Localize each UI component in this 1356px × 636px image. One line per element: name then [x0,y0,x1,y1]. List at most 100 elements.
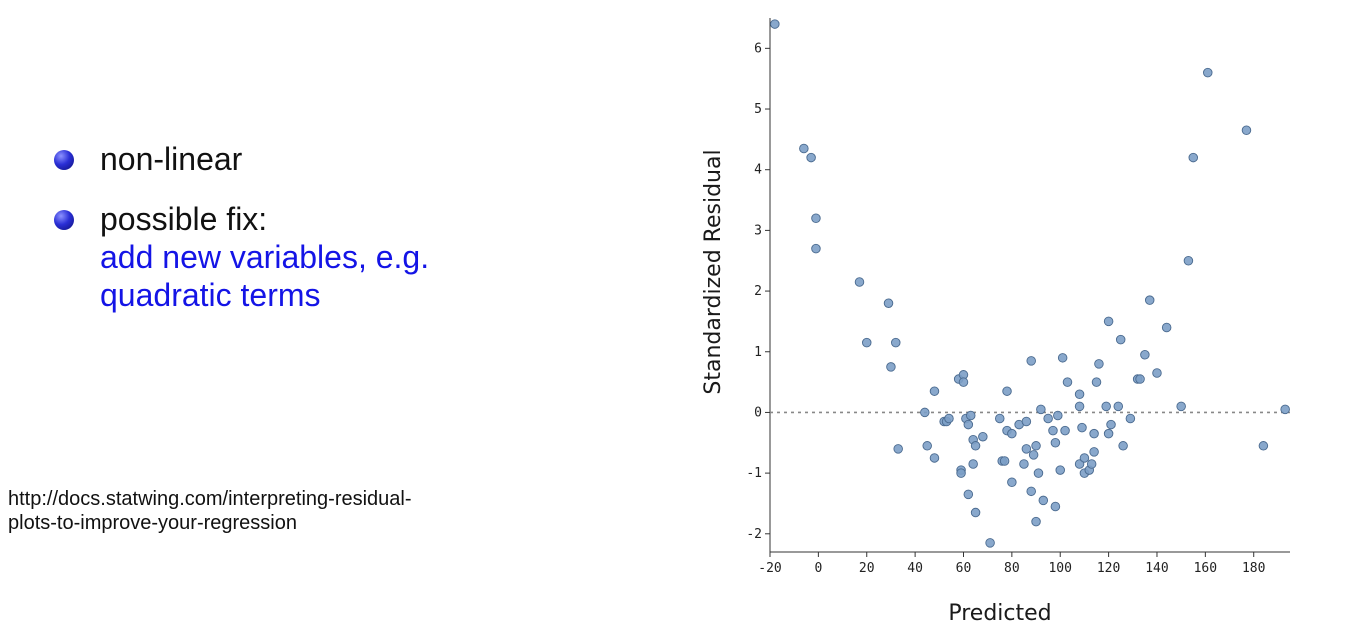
scatter-point [1161,322,1172,333]
scatter-point [1144,295,1155,305]
x-tick-label: 0 [814,561,822,576]
scatter-point [970,507,981,518]
scatter-point [999,456,1010,466]
scatter-point [1055,465,1065,475]
scatter-point [893,444,903,454]
scatter-point [811,243,821,254]
scatter-point [1021,416,1032,427]
x-tick-label: -20 [758,561,781,576]
y-tick-label: 5 [754,102,762,117]
scatter-point [1074,459,1085,469]
scatter-point [1026,486,1036,497]
scatter-point [1089,428,1099,439]
scatter-point [1074,401,1085,412]
residual-scatter-chart: -2 -1 0 1 2 3 4 5 6 -20 0 20 40 60 80 100 120 140 160 180 P… [701,18,1290,626]
bullet-icon [54,210,74,230]
scatter-point [886,362,896,372]
x-tick-label: 180 [1242,561,1265,576]
scatter-point [811,213,821,223]
scatter-point [1060,425,1070,436]
scatter-point [970,441,981,451]
bullet-icon [54,150,74,170]
scatter-point [968,459,978,469]
x-tick-label: 80 [1004,561,1020,576]
scatter-point [1106,419,1116,430]
scatter-point [891,337,901,348]
scatter-point [963,419,974,430]
x-tick-label: 160 [1194,561,1217,576]
scatter-point [1125,413,1136,424]
scatter-point [1019,459,1029,469]
scatter-point [1103,316,1114,327]
scatter-point [922,441,932,451]
scatter-point [806,152,816,163]
source-link[interactable]: http://docs.statwing.com/interpreting-re… [8,487,568,535]
scatter-point [1007,428,1017,439]
scatter-point [1053,410,1063,421]
scatter-point [1050,438,1061,448]
bullet-item-possible-fix: possible fix: add new variables, e.g. qu… [50,200,610,314]
x-tick-label: 40 [907,561,923,576]
scatter-point [1021,444,1032,454]
scatter-point [1258,441,1269,451]
scatter-point [944,413,954,424]
scatter-point [1101,401,1111,412]
scatter-point [956,468,966,478]
y-tick-label: 0 [754,405,762,420]
scatter-point [958,377,969,387]
scatter-point [963,489,974,500]
scatter-point [1074,389,1085,399]
scatter-point [1091,377,1102,387]
scatter-point [1140,350,1150,360]
scatter-point [1086,459,1097,469]
scatter-point [1077,422,1087,433]
scatter-point [978,431,988,442]
scatter-point [1176,401,1186,412]
scatter-point [1036,404,1046,415]
scatter-point [1103,428,1114,439]
y-axis-title: Standardized Residual [701,149,726,394]
bullet-list: non-linear possible fix: add new variabl… [50,140,610,336]
scatter-point [1048,425,1058,436]
bullet-text: non-linear [100,141,243,177]
y-tick-label: 4 [754,163,762,178]
scatter-point [920,407,930,418]
y-tick-label: -2 [746,527,762,542]
y-tick-label: -1 [746,466,762,481]
scatter-point [1007,477,1017,487]
scatter-point [1026,356,1036,366]
scatter-point [883,298,894,308]
scatter-point [770,19,780,29]
scatter-point [1031,441,1041,451]
scatter-point [995,413,1005,424]
bullet-subtext: add new variables, e.g. [100,239,430,275]
bullet-subtext: quadratic terms [100,277,321,313]
y-tick-label: 6 [754,41,762,56]
chart-points [770,19,1290,548]
scatter-point [854,277,865,287]
scatter-point [1057,353,1068,363]
scatter-point [1115,334,1126,345]
scatter-point [1043,413,1053,424]
y-tick-label: 2 [754,284,762,299]
source-link-line2[interactable]: plots-to-improve-your-regression [8,512,297,534]
y-tick-label: 1 [754,345,762,360]
source-link-line1[interactable]: http://docs.statwing.com/interpreting-re… [8,488,412,510]
x-tick-label: 140 [1145,561,1168,576]
scatter-point [965,410,976,421]
scatter-point [861,337,872,348]
scatter-point [1203,67,1213,78]
scatter-point [1152,368,1162,378]
scatter-point [1079,453,1090,463]
scatter-point [1280,404,1290,415]
scatter-point [1033,468,1044,478]
scatter-point [1002,386,1012,396]
scatter-point [1241,125,1252,136]
scatter-point [1038,495,1049,506]
scatter-point [799,143,809,154]
x-tick-label: 20 [859,561,875,576]
scatter-point [1113,401,1124,412]
scatter-point [929,386,940,396]
scatter-point [1050,501,1061,512]
y-tick-label: 3 [754,223,762,238]
